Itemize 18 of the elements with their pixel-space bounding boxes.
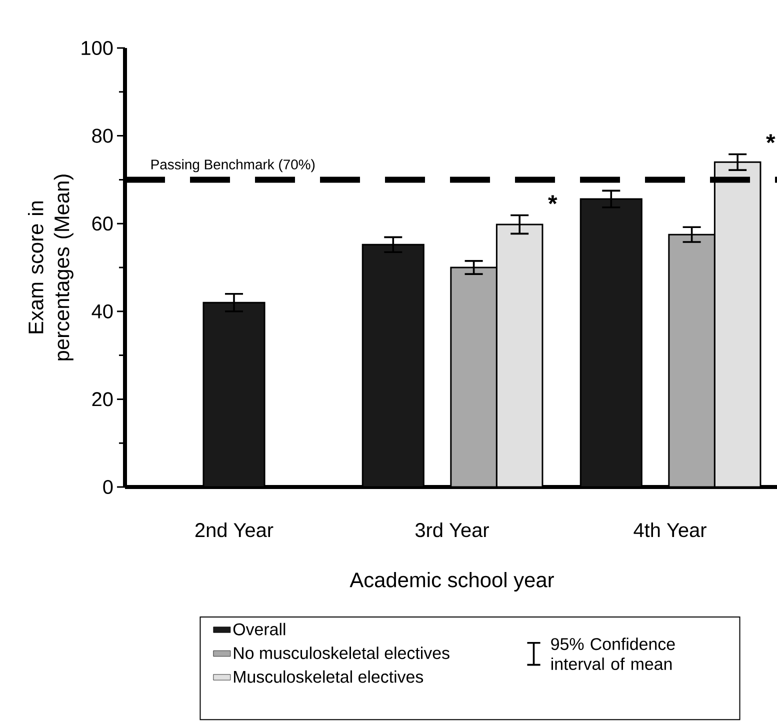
legend-label: Musculoskeletal electives — [234, 670, 424, 683]
annotation: * — [548, 195, 558, 204]
x-tick-label: 2nd Year — [195, 522, 274, 538]
legend-label: Overall — [233, 622, 286, 636]
x-tick-label: 3rd Year — [415, 522, 489, 538]
y-tick-label: 40 — [92, 304, 113, 318]
x-axis-title: Academic school year — [350, 572, 554, 592]
x-tick-label: 4th Year — [634, 522, 706, 538]
y-tick-label: 0 — [103, 480, 113, 494]
y-tick-label: 100 — [82, 40, 113, 56]
y-tick-label: 60 — [92, 216, 113, 231]
y-tick-label: 20 — [92, 392, 113, 406]
text: 95% Confidence interval of mean — [551, 638, 675, 670]
y-tick-label: 80 — [92, 128, 113, 143]
ref-line-label: Passing Benchmark (70%) — [151, 159, 315, 172]
legend-label: No musculoskeletal electives — [234, 646, 450, 660]
y-axis-title: Exam score in percentages (Mean) — [28, 174, 74, 360]
annotation: * — [766, 134, 776, 144]
